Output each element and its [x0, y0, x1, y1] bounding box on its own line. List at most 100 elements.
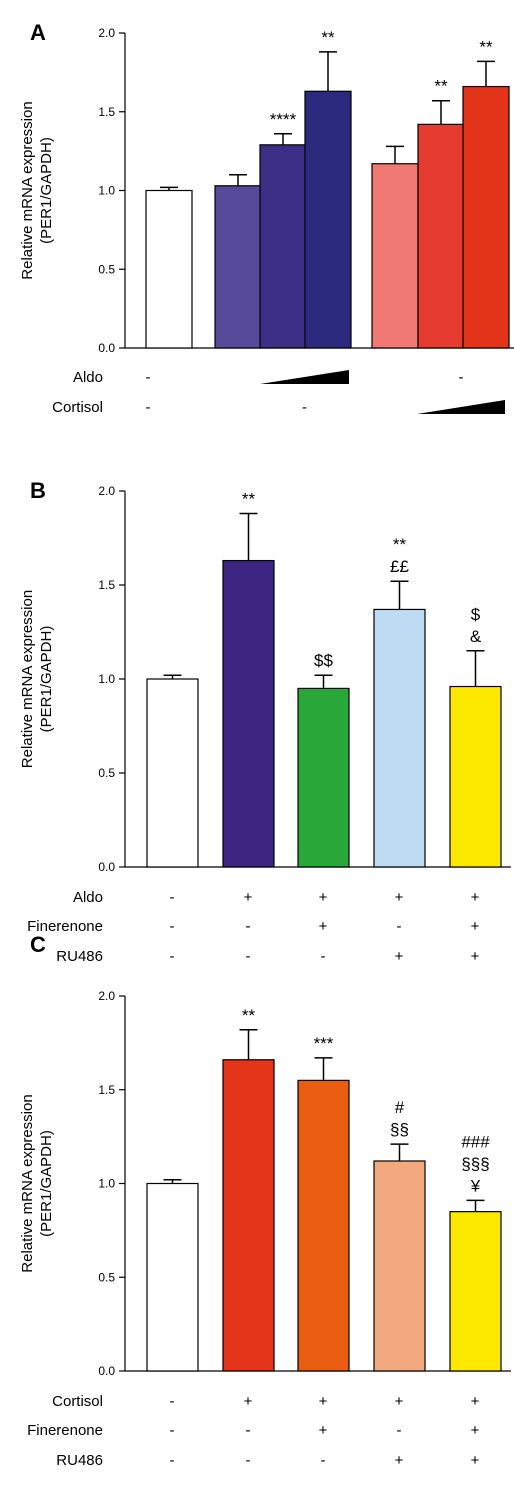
condition-mark: +: [395, 948, 404, 965]
significance-label: **: [479, 37, 493, 56]
condition-mark: +: [471, 1452, 480, 1469]
condition-mark: -: [146, 369, 151, 386]
condition-mark: +: [244, 889, 253, 906]
y-tick-label: 0.5: [98, 1270, 115, 1284]
y-tick-label: 1.5: [98, 105, 115, 119]
y-tick-label: 0.0: [98, 341, 115, 355]
condition-mark: -: [170, 1452, 175, 1469]
bar: [304, 90, 352, 349]
bar: [449, 1211, 502, 1372]
condition-mark: +: [471, 1393, 480, 1410]
condition-mark: +: [471, 918, 480, 935]
condition-label: Cortisol: [52, 399, 103, 416]
condition-mark: -: [170, 1393, 175, 1410]
condition-mark: -: [459, 369, 464, 386]
y-tick-label: 1.0: [98, 184, 115, 198]
significance-label: **: [321, 28, 335, 47]
condition-mark: +: [471, 948, 480, 965]
panel-letter: A: [30, 20, 46, 45]
condition-mark: +: [395, 1452, 404, 1469]
bar: [373, 608, 426, 868]
condition-mark: -: [321, 1452, 326, 1469]
y-tick-label: 0.0: [98, 1364, 115, 1378]
y-tick-label: 0.5: [98, 262, 115, 276]
y-tick-label: 2.0: [98, 484, 115, 498]
significance-label: **: [393, 535, 407, 554]
bar: [222, 559, 275, 868]
bar: [146, 678, 199, 868]
panel-letter: C: [30, 932, 46, 957]
significance-label: $$: [314, 651, 333, 670]
condition-mark: -: [397, 1422, 402, 1439]
chart-panel-a: A Relative mRNA expression (PER1/GAPDH) 0.0…: [19, 20, 514, 416]
condition-label: Finerenone: [27, 918, 103, 935]
significance-label: #: [395, 1098, 405, 1117]
significance-label: §§§: [461, 1154, 489, 1173]
significance-label: **: [434, 77, 448, 96]
significance-label: ¥: [470, 1176, 481, 1195]
significance-label: ****: [270, 110, 297, 129]
condition-mark: +: [244, 1393, 253, 1410]
significance-label: ###: [461, 1132, 490, 1151]
condition-mark: +: [319, 1393, 328, 1410]
y-axis-label-line: (PER1/GAPDH): [38, 626, 55, 733]
y-tick-label: 2.0: [98, 989, 115, 1003]
significance-label: &: [470, 627, 482, 646]
bar: [259, 144, 307, 349]
bar: [462, 85, 510, 349]
condition-mark: +: [395, 1393, 404, 1410]
dose-ramp-icon: [260, 370, 349, 384]
condition-mark: -: [397, 918, 402, 935]
condition-mark: -: [170, 948, 175, 965]
chart-panel-c: C Relative mRNA expression (PER1/GAPDH) 0.0…: [19, 932, 511, 1469]
condition-mark: -: [321, 948, 326, 965]
y-axis-label: Relative mRNA expression (PER1/GAPDH): [19, 101, 55, 279]
condition-mark: +: [395, 889, 404, 906]
bar: [371, 163, 419, 349]
y-axis-label-line: Relative mRNA expression: [19, 1094, 36, 1272]
bar: [297, 687, 350, 868]
condition-mark: -: [146, 399, 151, 416]
y-tick-label: 1.0: [98, 672, 115, 686]
significance-label: **: [242, 490, 256, 509]
significance-label: ***: [314, 1034, 334, 1053]
condition-mark: -: [170, 889, 175, 906]
y-axis-label: Relative mRNA expression (PER1/GAPDH): [19, 590, 55, 768]
significance-label: **: [242, 1006, 256, 1025]
condition-mark: +: [471, 889, 480, 906]
y-axis-label: Relative mRNA expression (PER1/GAPDH): [19, 1094, 55, 1272]
condition-mark: +: [471, 1422, 480, 1439]
panel-letter: B: [30, 478, 46, 503]
y-axis-label-line: (PER1/GAPDH): [38, 137, 55, 244]
y-tick-label: 1.5: [98, 578, 115, 592]
condition-mark: -: [246, 1422, 251, 1439]
condition-mark: -: [170, 918, 175, 935]
condition-mark: -: [302, 399, 307, 416]
significance-label: §§: [390, 1120, 409, 1139]
significance-label: $: [471, 605, 481, 624]
bar: [222, 1059, 275, 1372]
y-tick-label: 2.0: [98, 26, 115, 40]
y-tick-label: 0.0: [98, 860, 115, 874]
condition-mark: -: [246, 918, 251, 935]
bar: [449, 685, 502, 868]
condition-mark: +: [319, 1422, 328, 1439]
condition-label: Cortisol: [52, 1393, 103, 1410]
bar: [145, 189, 193, 349]
y-tick-label: 1.0: [98, 1177, 115, 1191]
y-tick-label: 0.5: [98, 766, 115, 780]
bar: [417, 123, 465, 349]
condition-mark: -: [170, 1422, 175, 1439]
bar: [297, 1079, 350, 1372]
condition-label: Aldo: [73, 369, 103, 386]
condition-label: Finerenone: [27, 1422, 103, 1439]
y-tick-label: 1.5: [98, 1083, 115, 1097]
condition-label: RU486: [56, 1452, 103, 1469]
bar: [373, 1160, 426, 1372]
y-axis-label-line: Relative mRNA expression: [19, 590, 36, 768]
condition-mark: -: [246, 948, 251, 965]
condition-mark: +: [319, 918, 328, 935]
y-axis-label-line: (PER1/GAPDH): [38, 1130, 55, 1237]
chart-panel-b: B Relative mRNA expression (PER1/GAPDH) 0.0…: [19, 478, 511, 965]
